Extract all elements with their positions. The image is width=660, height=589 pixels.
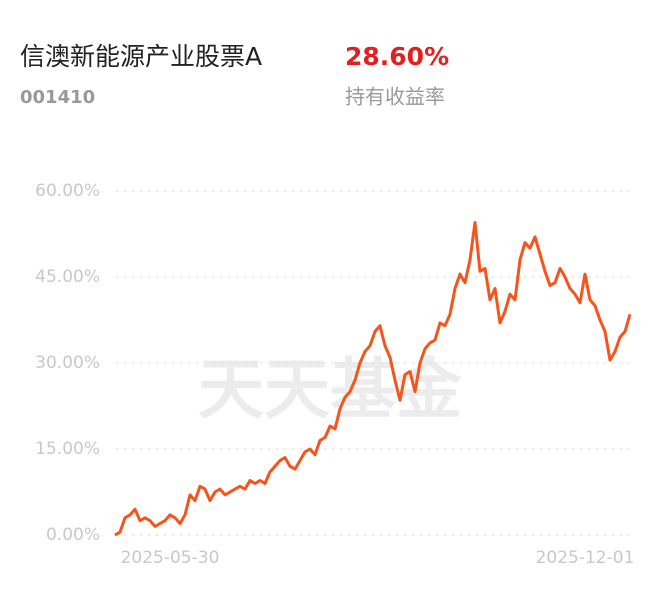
x-tick-label: 2025-12-01 [536, 548, 635, 568]
y-tick-label: 15.00% [35, 439, 100, 459]
return-value: 28.60% [345, 42, 449, 71]
y-tick-label: 60.00% [35, 181, 100, 201]
y-tick-label: 0.00% [46, 525, 100, 545]
watermark: 天天基金 [198, 350, 463, 428]
line [114, 221, 632, 537]
y-tick-label: 45.00% [35, 267, 100, 287]
fund-title: 信澳新能源产业股票A [20, 42, 262, 71]
y-tick-label: 30.00% [35, 353, 100, 373]
fund-code: 001410 [20, 87, 95, 108]
x-tick-label: 2025-05-30 [121, 548, 220, 568]
return-label: 持有收益率 [345, 85, 445, 109]
